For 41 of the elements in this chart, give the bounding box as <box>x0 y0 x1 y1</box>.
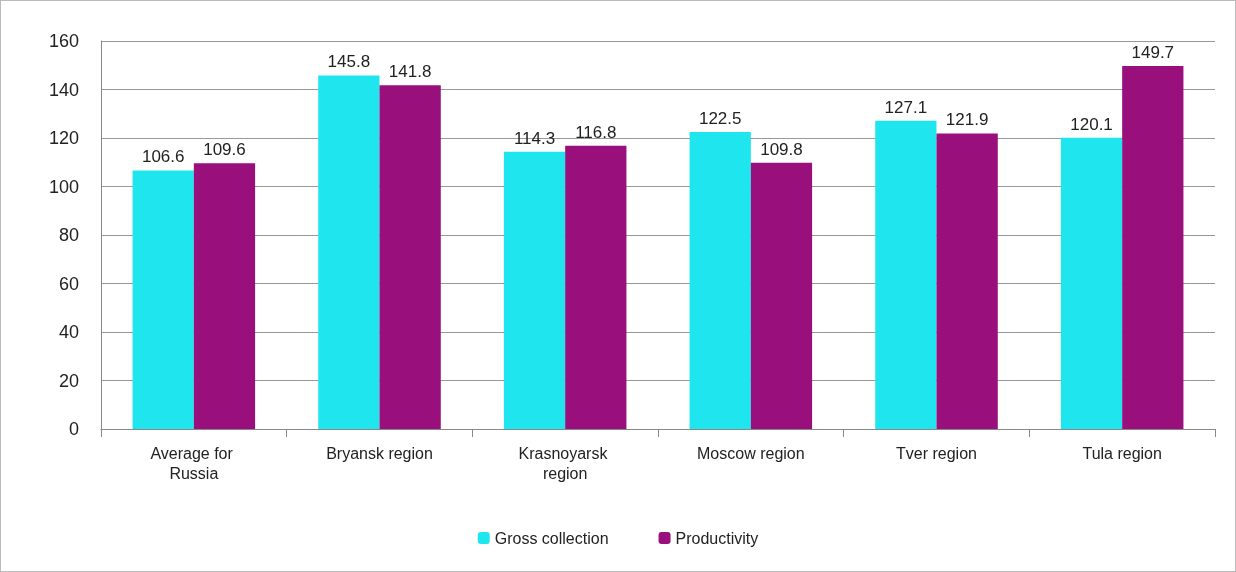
x-tick-label: Moscow region <box>697 444 805 462</box>
data-label: 116.8 <box>575 122 617 142</box>
bar <box>565 145 627 429</box>
data-label: 122.5 <box>698 108 742 128</box>
x-tick-label: Tver region <box>896 444 977 462</box>
bar <box>132 170 194 429</box>
data-label: 106.6 <box>141 147 185 167</box>
x-tick-label: Average for Russia <box>150 444 238 482</box>
data-label: 149.7 <box>1131 42 1175 62</box>
bar <box>1060 137 1123 429</box>
legend-label: Gross collection <box>494 529 609 547</box>
bar <box>318 75 380 429</box>
bar <box>193 163 256 429</box>
y-tick-label: 20 <box>58 370 79 391</box>
data-label: 127.1 <box>884 97 928 117</box>
bar <box>503 151 566 429</box>
y-tick-label: 0 <box>68 419 79 439</box>
y-tick-label: 120 <box>48 128 79 148</box>
data-label: 109.8 <box>760 139 803 159</box>
data-label: 141.8 <box>388 62 432 82</box>
bar <box>750 162 813 429</box>
x-tick-label: Krasnoyarsk region <box>518 444 612 482</box>
y-tick-label: 40 <box>58 322 79 342</box>
data-label: 121.9 <box>945 110 989 130</box>
y-tick-label: 140 <box>48 79 79 100</box>
y-tick-label: 80 <box>58 225 79 245</box>
y-tick-label: 160 <box>48 31 79 51</box>
bar <box>875 120 937 429</box>
x-tick-label: Tula region <box>1082 444 1162 462</box>
bar <box>379 85 441 429</box>
y-tick-label: 60 <box>58 273 79 294</box>
data-label: 109.6 <box>203 140 246 160</box>
data-label: 114.3 <box>513 128 556 148</box>
bar <box>1122 65 1184 429</box>
legend-label: Productivity <box>675 529 759 547</box>
data-label: 145.8 <box>327 52 371 72</box>
bar <box>936 133 998 429</box>
data-label: 120.1 <box>1070 114 1113 134</box>
y-tick-label: 100 <box>48 176 79 197</box>
bar <box>689 131 751 429</box>
x-tick-label: Bryansk region <box>326 444 433 462</box>
